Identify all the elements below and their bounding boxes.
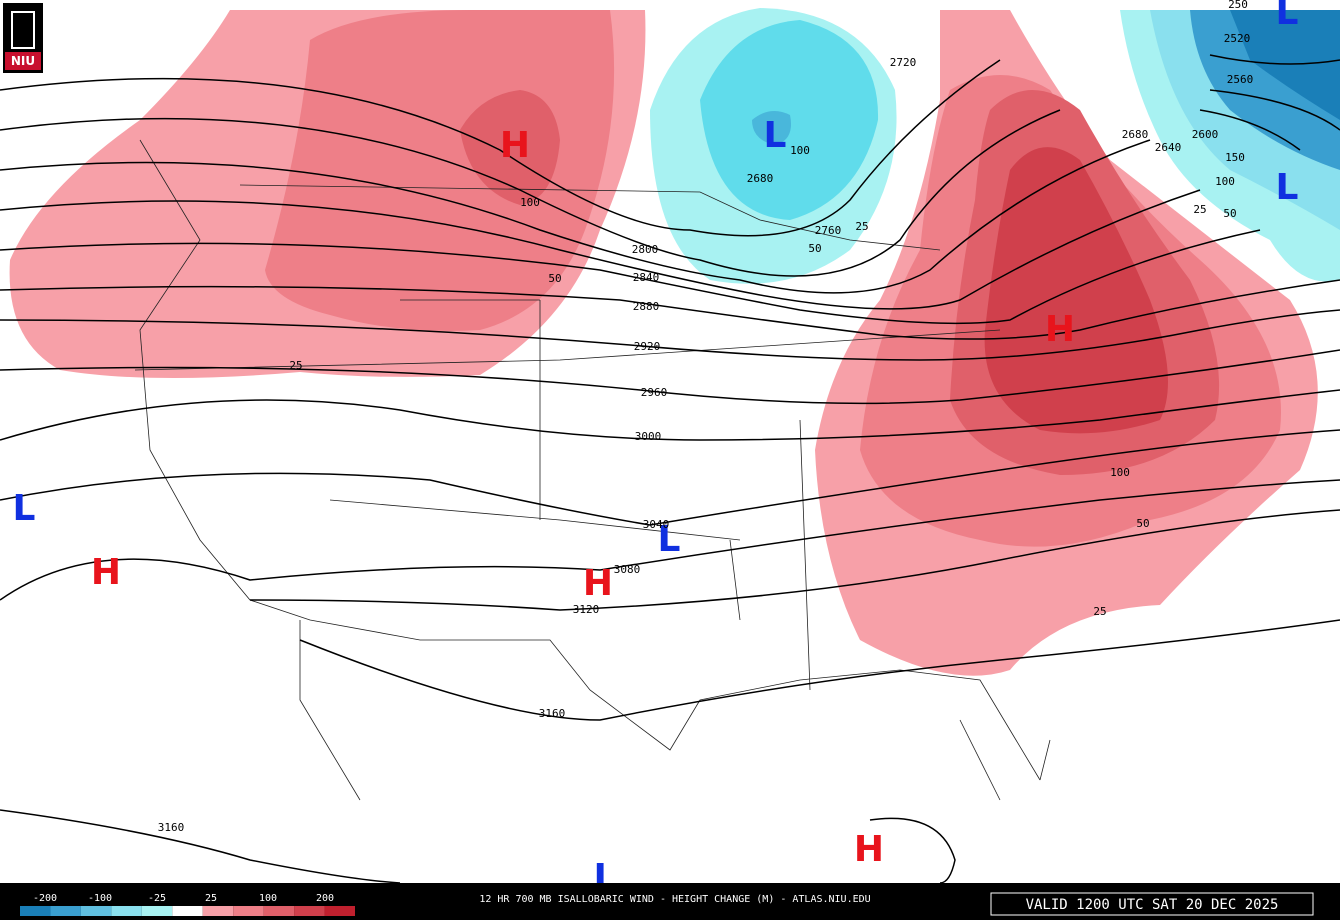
legend-label: 100 [259,893,277,904]
valid-time: VALID 1200 UTC SAT 20 DEC 2025 [1026,897,1279,913]
legend-swatch [324,906,355,916]
legend-swatch [141,906,173,916]
legend-swatch [111,906,142,916]
border [134,139,1041,801]
legend-label: 200 [316,893,334,904]
pressure-center: H [854,829,884,870]
pressure-center: L [1276,167,1299,208]
pressure-center: L [1276,0,1299,33]
height-change-label: 25 [855,220,868,233]
contour-label: 2880 [633,300,660,313]
height-change-label: 25 [1093,605,1106,618]
contour-label: 2560 [1227,73,1254,86]
legend-label: -25 [148,893,166,904]
height-change-label: 25 [1193,203,1206,216]
contour-label: 2520 [1224,32,1251,45]
contour-label: 2920 [634,340,661,353]
height-fall-area [1230,10,1340,120]
height-change-label: 50 [808,242,821,255]
height-change-label: 50 [1136,517,1149,530]
legend-swatch [50,906,81,916]
legend: -200 -100 -25 25 100 200 [20,893,355,916]
contour-label: 2600 [1192,128,1219,141]
height-rise-area [984,147,1168,434]
height-fall-area [752,111,791,145]
legend-swatch [294,906,325,916]
height-change-label: 100 [520,196,540,209]
height-contours [0,54,1340,884]
pressure-center: H [583,563,613,604]
height-change-label: 100 [790,144,810,157]
contour-label: 2800 [632,243,659,256]
height-change-label: 100 [1215,175,1235,188]
height-change-label: 250 [1228,0,1248,11]
logo-text: NIU [11,54,35,68]
height-change-label: 100 [1110,466,1130,479]
contour-label: 3160 [158,821,185,834]
caption: 12 HR 700 MB ISALLOBARIC WIND - HEIGHT C… [479,894,870,905]
logo-tower [11,11,35,49]
valid-box [990,892,1314,916]
contour-label: 3040 [643,518,670,531]
legend-label: -200 [33,893,57,904]
contour-label: 2720 [890,56,917,69]
pressure-center: L [13,488,36,529]
legend-swatch [202,906,234,916]
logo-band [5,52,41,70]
height-change-label: 50 [1223,207,1236,220]
height-rise-area [460,90,560,205]
legend-swatch [233,906,264,916]
pressure-center: H [91,552,121,593]
legend-swatch [263,906,295,916]
legend-label: -100 [88,893,112,904]
contour-label: 2960 [641,386,668,399]
contour-label: 2680 [747,172,774,185]
height-rise-area [265,10,615,331]
contour-label: 2840 [633,271,660,284]
height-change-label: 50 [548,272,561,285]
contour-label: 3000 [635,430,662,443]
contour-label: 2680 [1122,128,1149,141]
legend-swatch [172,906,203,916]
height-change-label: 25 [289,359,302,372]
legend-label: 25 [205,893,217,904]
contour-label: 3120 [573,603,600,616]
border [239,184,1051,801]
contour-label: 3160 [539,707,566,720]
contour-label: 2640 [1155,141,1182,154]
pressure-center: L [658,519,681,560]
height-change-label: 150 [1225,151,1245,164]
contour-label: 2760 [815,224,842,237]
legend-swatch [80,906,112,916]
pressure-center: H [1045,309,1075,350]
legend-swatch [20,906,51,916]
pressure-center: L [764,115,787,156]
contour-label: 3080 [614,563,641,576]
pressure-center: H [500,125,530,166]
